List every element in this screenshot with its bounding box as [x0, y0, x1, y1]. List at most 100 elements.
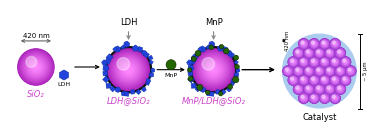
Circle shape — [300, 40, 308, 48]
Circle shape — [332, 95, 338, 101]
Circle shape — [313, 97, 315, 99]
Circle shape — [303, 97, 305, 99]
Circle shape — [326, 49, 333, 57]
Circle shape — [315, 67, 324, 75]
Circle shape — [291, 78, 295, 82]
Circle shape — [344, 78, 347, 82]
Circle shape — [295, 85, 302, 93]
Circle shape — [294, 84, 304, 94]
Circle shape — [25, 57, 46, 77]
Circle shape — [34, 65, 38, 69]
Circle shape — [194, 51, 233, 89]
Circle shape — [327, 51, 332, 55]
Circle shape — [333, 42, 337, 46]
Circle shape — [297, 70, 300, 72]
Circle shape — [120, 61, 137, 79]
Circle shape — [325, 48, 335, 57]
Circle shape — [331, 39, 339, 48]
Circle shape — [310, 40, 318, 48]
Circle shape — [322, 42, 327, 46]
Circle shape — [321, 76, 328, 84]
Circle shape — [315, 67, 324, 75]
Circle shape — [285, 68, 291, 74]
Circle shape — [122, 64, 135, 76]
Circle shape — [317, 87, 322, 92]
Circle shape — [295, 67, 302, 75]
Circle shape — [285, 68, 288, 71]
Circle shape — [323, 97, 326, 100]
Circle shape — [328, 51, 332, 55]
Circle shape — [303, 43, 305, 45]
Circle shape — [333, 42, 338, 46]
Circle shape — [294, 66, 303, 76]
Circle shape — [326, 49, 334, 57]
Circle shape — [333, 96, 337, 100]
Circle shape — [319, 39, 330, 49]
Circle shape — [334, 79, 336, 81]
Circle shape — [319, 70, 320, 72]
Circle shape — [318, 88, 321, 91]
Circle shape — [316, 86, 322, 92]
Circle shape — [297, 51, 300, 55]
Circle shape — [294, 85, 303, 93]
Circle shape — [127, 69, 130, 71]
Circle shape — [333, 96, 337, 100]
Circle shape — [344, 78, 347, 82]
Circle shape — [30, 61, 42, 73]
Circle shape — [324, 43, 325, 45]
Circle shape — [327, 50, 333, 56]
Circle shape — [314, 79, 315, 81]
Circle shape — [305, 85, 313, 93]
Circle shape — [345, 66, 356, 76]
Circle shape — [300, 59, 307, 65]
Circle shape — [338, 51, 343, 55]
Circle shape — [331, 76, 339, 84]
Circle shape — [327, 86, 333, 92]
Circle shape — [338, 69, 343, 73]
Circle shape — [335, 66, 345, 76]
Circle shape — [302, 42, 306, 46]
Circle shape — [334, 97, 336, 99]
Circle shape — [287, 70, 289, 72]
Circle shape — [312, 60, 316, 64]
Circle shape — [331, 58, 339, 66]
Circle shape — [301, 77, 307, 83]
Circle shape — [302, 96, 306, 100]
Circle shape — [315, 85, 324, 94]
Circle shape — [323, 97, 326, 99]
Circle shape — [325, 84, 335, 94]
Circle shape — [314, 84, 324, 94]
Circle shape — [331, 94, 339, 102]
Circle shape — [299, 93, 308, 103]
Circle shape — [289, 57, 298, 66]
Circle shape — [321, 40, 328, 47]
Circle shape — [301, 59, 306, 64]
Circle shape — [286, 69, 290, 73]
Circle shape — [339, 88, 342, 90]
Circle shape — [340, 70, 341, 72]
Circle shape — [232, 76, 239, 83]
Circle shape — [297, 52, 300, 54]
Circle shape — [335, 80, 336, 81]
Circle shape — [321, 94, 328, 102]
Circle shape — [328, 88, 332, 91]
Circle shape — [310, 94, 319, 103]
Circle shape — [303, 61, 305, 63]
Circle shape — [338, 86, 341, 89]
Circle shape — [335, 84, 345, 94]
Circle shape — [325, 48, 335, 58]
Circle shape — [336, 85, 345, 94]
Circle shape — [297, 51, 300, 55]
Circle shape — [318, 88, 321, 90]
Circle shape — [311, 59, 314, 62]
Circle shape — [300, 58, 308, 66]
Circle shape — [228, 84, 233, 89]
Circle shape — [307, 51, 311, 55]
Circle shape — [284, 67, 292, 75]
Circle shape — [345, 79, 346, 81]
Circle shape — [290, 59, 296, 65]
Circle shape — [311, 95, 314, 98]
Circle shape — [306, 50, 312, 56]
Circle shape — [324, 79, 325, 81]
Circle shape — [300, 94, 308, 102]
